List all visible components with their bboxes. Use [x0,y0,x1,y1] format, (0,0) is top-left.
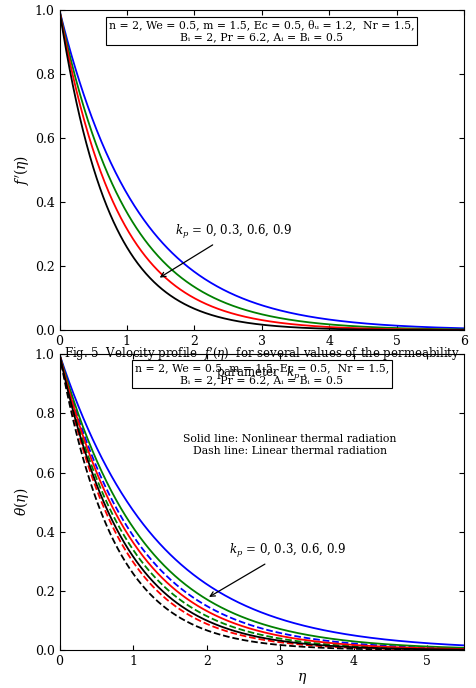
Text: $k_p$ = 0, 0.3, 0.6, 0.9: $k_p$ = 0, 0.3, 0.6, 0.9 [161,223,293,277]
Text: n = 2, We = 0.5, m = 1.5, Ec = 0.5, θᵤ = 1.2,  Nr = 1.5,
Bᵢ = 2, Pr = 6.2, Aᵢ = : n = 2, We = 0.5, m = 1.5, Ec = 0.5, θᵤ =… [109,20,415,42]
Y-axis label: $\theta(\eta)$: $\theta(\eta)$ [11,488,30,517]
Text: $\eta$: $\eta$ [297,671,307,686]
Text: Fig. 5  Velocity profile  $f'(\eta)$  for several values of the permeability
par: Fig. 5 Velocity profile $f'(\eta)$ for s… [64,345,460,383]
Text: n = 2, We = 0.5, m = 1.5, Ec = 0.5,  Nr = 1.5,
Bᵢ = 2, Pr = 6.2, Aᵢ = Bᵢ = 0.5: n = 2, We = 0.5, m = 1.5, Ec = 0.5, Nr =… [135,363,389,385]
Text: Solid line: Nonlinear thermal radiation
Dash line: Linear thermal radiation: Solid line: Nonlinear thermal radiation … [183,434,397,455]
Y-axis label: $f'(\eta)$: $f'(\eta)$ [11,155,30,185]
Text: $k_p$ = 0, 0.3, 0.6, 0.9: $k_p$ = 0, 0.3, 0.6, 0.9 [210,542,346,596]
Text: $\eta$: $\eta$ [257,353,267,367]
